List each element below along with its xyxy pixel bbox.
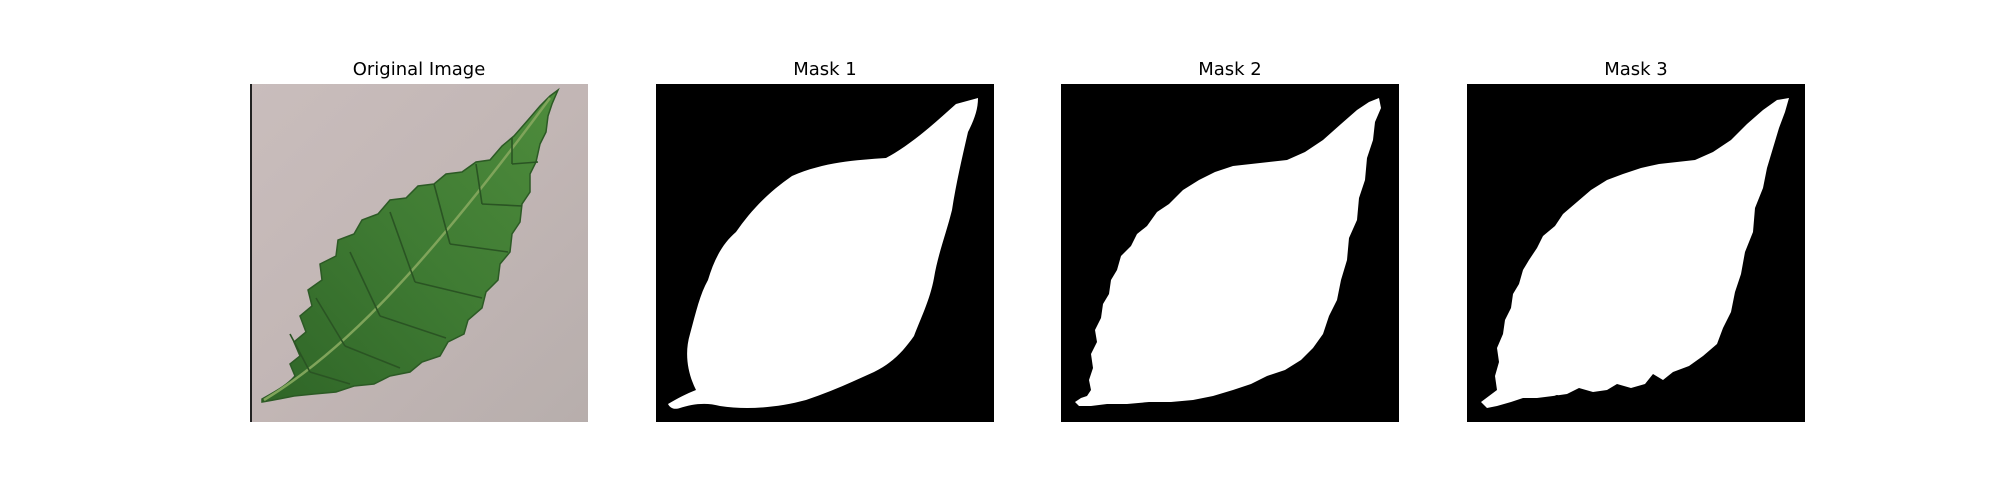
mask-1-image bbox=[656, 84, 994, 422]
panel-mask-2: Mask 2 bbox=[1061, 56, 1399, 422]
mask-region bbox=[1481, 98, 1789, 408]
mask-region bbox=[1075, 98, 1381, 406]
mask-region bbox=[668, 98, 978, 409]
panel-title: Mask 1 bbox=[793, 59, 857, 80]
mask-2-image bbox=[1061, 84, 1399, 422]
panel-mask-1: Mask 1 bbox=[656, 56, 994, 422]
mask-3-image bbox=[1467, 84, 1805, 422]
panel-title: Mask 2 bbox=[1198, 59, 1262, 80]
panel-title: Original Image bbox=[352, 59, 486, 80]
panel-title: Mask 3 bbox=[1604, 59, 1668, 80]
panel-mask-3: Mask 3 bbox=[1467, 56, 1805, 422]
panel-original-image: Original Image bbox=[250, 56, 588, 422]
original-leaf-image bbox=[250, 84, 588, 422]
